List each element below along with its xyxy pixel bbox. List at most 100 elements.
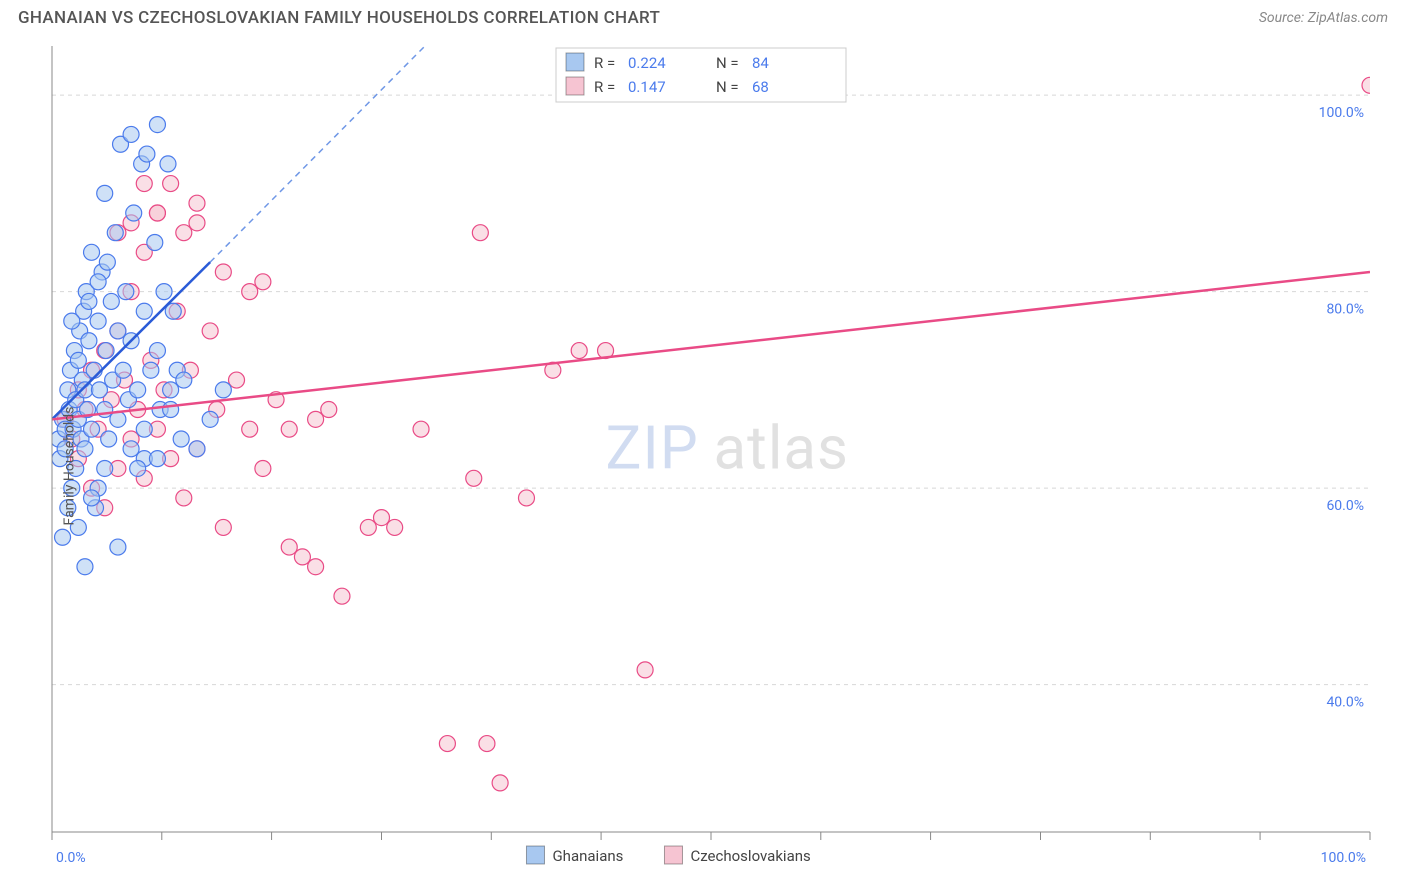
stat-r-value: 0.147 [628,78,666,96]
data-point [215,382,231,398]
data-point [149,451,165,467]
stat-n-value: 68 [752,78,769,96]
data-point [255,274,271,290]
data-point [81,333,97,349]
data-point [130,382,146,398]
y-axis-label: Family Households [61,407,77,526]
data-point [439,736,455,752]
data-point [123,126,139,142]
data-point [176,372,192,388]
data-point [136,176,152,192]
correlation-scatter-chart: 40.0%60.0%80.0%100.0%ZIPatlas0.0%100.0%R… [0,40,1406,892]
data-point [118,284,134,300]
data-point [97,185,113,201]
data-point [479,736,495,752]
data-point [136,421,152,437]
trend-line-extrapolated [210,40,474,262]
data-point [472,225,488,241]
data-point [1362,77,1378,93]
stat-label: R = [594,78,615,96]
data-point [202,411,218,427]
data-point [281,539,297,555]
data-point [215,264,231,280]
data-point [163,382,179,398]
data-point [189,215,205,231]
data-point [173,431,189,447]
data-point [308,559,324,575]
data-point [77,441,93,457]
data-point [334,588,350,604]
data-point [98,343,114,359]
y-tick-label: 100.0% [1319,105,1364,121]
y-tick-label: 80.0% [1326,302,1364,318]
legend-swatch [566,77,584,95]
data-point [64,313,80,329]
data-point [189,195,205,211]
data-point [149,117,165,133]
data-point [90,313,106,329]
data-point [637,662,653,678]
data-point [163,176,179,192]
data-point [492,775,508,791]
stat-n-value: 84 [752,54,769,72]
data-point [149,343,165,359]
data-point [136,303,152,319]
data-point [91,382,107,398]
data-point [294,549,310,565]
data-point [139,146,155,162]
y-tick-label: 60.0% [1326,498,1364,514]
data-point [202,323,218,339]
data-point [255,460,271,476]
data-point [123,441,139,457]
data-point [518,490,534,506]
watermark: atlas [714,412,849,483]
legend-label: Czechoslovakians [690,847,810,865]
data-point [242,284,258,300]
data-point [115,362,131,378]
stat-label: R = [594,54,615,72]
data-point [374,510,390,526]
legend-swatch [526,846,544,864]
data-point [101,431,117,447]
data-point [147,235,163,251]
data-point [55,529,71,545]
data-point [84,244,100,260]
x-tick-label: 0.0% [56,850,86,866]
data-point [81,293,97,309]
data-point [84,490,100,506]
x-tick-label: 100.0% [1321,850,1366,866]
data-point [103,293,119,309]
stat-label: N = [716,78,739,96]
stat-r-value: 0.224 [628,54,666,72]
data-point [126,205,142,221]
data-point [321,402,337,418]
data-point [97,460,113,476]
data-point [360,519,376,535]
data-point [571,343,587,359]
stat-label: N = [716,54,739,72]
data-point [107,225,123,241]
source-label: Source: ZipAtlas.com [1259,10,1388,26]
data-point [160,156,176,172]
data-point [281,421,297,437]
data-point [110,539,126,555]
data-point [176,225,192,241]
data-point [163,402,179,418]
data-point [77,382,93,398]
data-point [84,421,100,437]
data-point [387,519,403,535]
legend-swatch [566,53,584,71]
data-point [130,460,146,476]
data-point [156,284,172,300]
data-point [229,372,245,388]
data-point [308,411,324,427]
data-point [466,470,482,486]
data-point [215,519,231,535]
data-point [176,490,192,506]
data-point [90,274,106,290]
data-point [149,205,165,221]
watermark: ZIP [606,412,699,483]
data-point [189,441,205,457]
legend-label: Ghanaians [552,847,623,865]
legend-swatch [664,846,682,864]
